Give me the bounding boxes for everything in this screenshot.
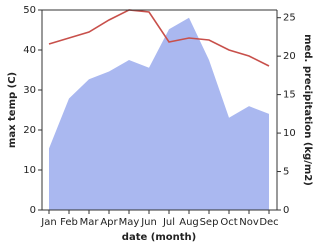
precipitation-area [49,17,269,211]
y-tick-label: 20 [23,125,36,136]
x-tick-label: Dec [259,217,278,228]
y-tick-label: 30 [23,85,36,96]
x-tick-label: Nov [239,217,259,228]
y2-tick-label: 25 [283,13,296,24]
y2-tick-label: 5 [283,167,289,178]
y-axis-label: max temp (C) [7,72,18,148]
y2-tick-label: 15 [283,90,296,101]
y-tick-label: 10 [23,165,36,176]
y2-tick-label: 0 [283,205,289,216]
x-tick-label: Jun [140,217,157,228]
x-tick-label: Apr [100,217,118,228]
x-tick-label: Mar [80,217,100,228]
y2-tick-label: 10 [283,128,296,139]
x-tick-label: Oct [220,217,237,228]
x-tick-label: Aug [179,217,199,228]
x-tick-label: Sep [200,217,219,228]
y2-tick-label: 20 [283,51,296,62]
x-tick-label: Jan [40,217,56,228]
x-axis-label: date (month) [122,232,196,243]
y-tick-label: 50 [23,5,36,16]
y-tick-label: 0 [30,205,36,216]
y2-axis-label: med. precipitation (kg/m2) [302,34,313,186]
x-tick-label: May [119,217,140,228]
x-tick-label: Jul [162,217,175,228]
temp-line [48,9,270,67]
y-tick-label: 40 [23,45,36,56]
x-tick-label: Feb [60,217,78,228]
